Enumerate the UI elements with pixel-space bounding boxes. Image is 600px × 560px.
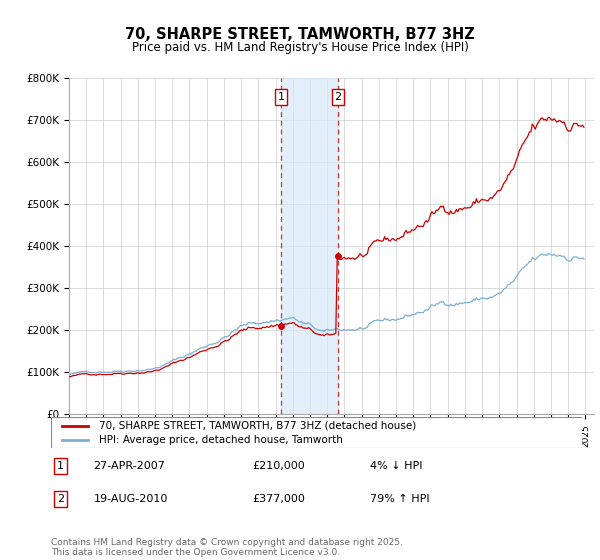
Text: 19-AUG-2010: 19-AUG-2010 — [94, 494, 168, 504]
Text: HPI: Average price, detached house, Tamworth: HPI: Average price, detached house, Tamw… — [99, 435, 343, 445]
Text: 1: 1 — [57, 461, 64, 471]
Text: 2: 2 — [57, 494, 64, 504]
Text: £377,000: £377,000 — [253, 494, 305, 504]
Bar — [281, 78, 338, 414]
Text: 70, SHARPE STREET, TAMWORTH, B77 3HZ: 70, SHARPE STREET, TAMWORTH, B77 3HZ — [125, 27, 475, 42]
Text: 70, SHARPE STREET, TAMWORTH, B77 3HZ (detached house): 70, SHARPE STREET, TAMWORTH, B77 3HZ (de… — [99, 421, 416, 431]
Text: £210,000: £210,000 — [253, 461, 305, 471]
Text: 79% ↑ HPI: 79% ↑ HPI — [370, 494, 429, 504]
Text: Contains HM Land Registry data © Crown copyright and database right 2025.
This d: Contains HM Land Registry data © Crown c… — [51, 538, 403, 557]
Text: 1: 1 — [278, 92, 284, 102]
Text: 27-APR-2007: 27-APR-2007 — [94, 461, 166, 471]
Text: 2: 2 — [334, 92, 341, 102]
Text: 4% ↓ HPI: 4% ↓ HPI — [370, 461, 422, 471]
Text: Price paid vs. HM Land Registry's House Price Index (HPI): Price paid vs. HM Land Registry's House … — [131, 41, 469, 54]
